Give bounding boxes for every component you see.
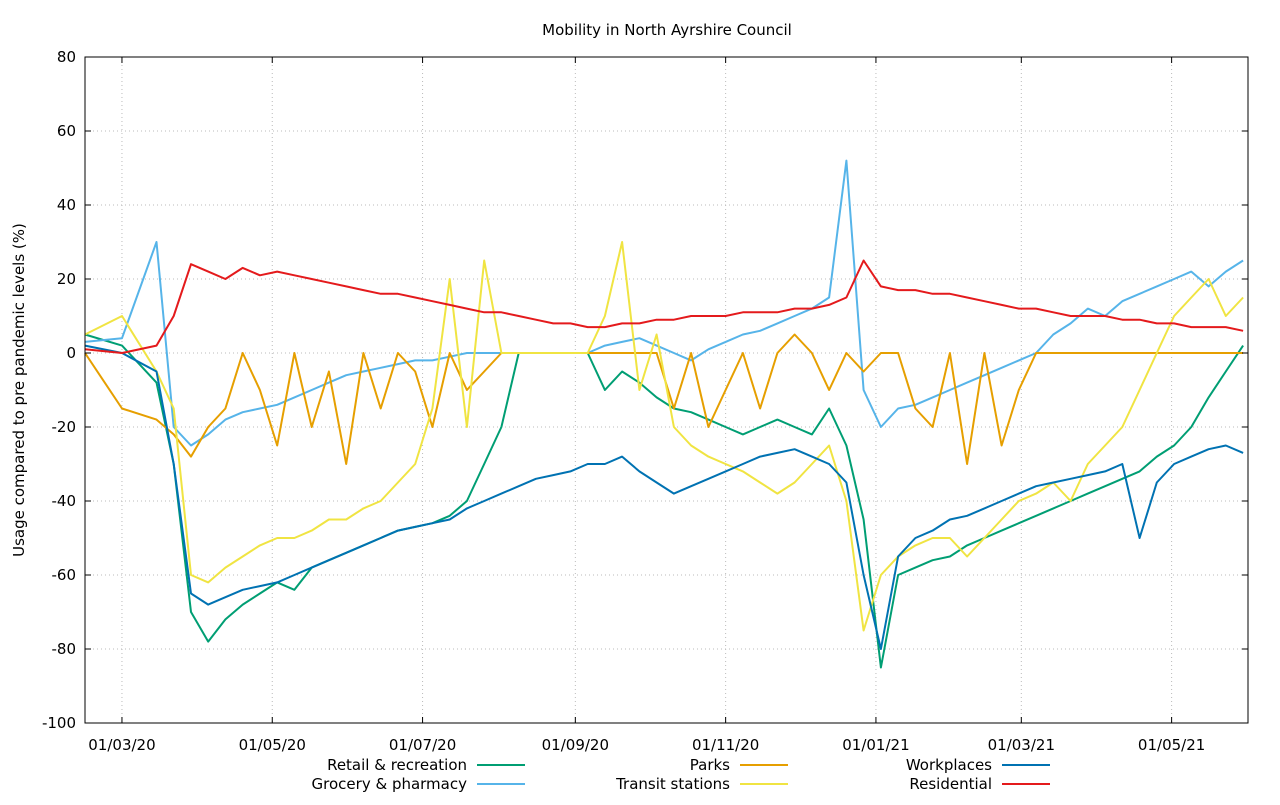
series-line-retail-recreation xyxy=(84,333,1244,669)
y-tick-label: 20 xyxy=(57,270,76,288)
y-tick-label: -100 xyxy=(42,714,76,732)
y-tick-label: 60 xyxy=(57,122,76,140)
legend-label: Retail & recreation xyxy=(327,756,467,774)
series-line-residential xyxy=(84,259,1244,354)
x-tick-label: 01/03/21 xyxy=(988,736,1055,754)
x-tick-label: 01/07/20 xyxy=(389,736,456,754)
y-axis-label: Usage compared to pre pandemic levels (%… xyxy=(10,223,28,557)
x-tick-label: 01/09/20 xyxy=(542,736,609,754)
series-line-transit-stations xyxy=(84,241,1244,632)
x-tick-label: 01/03/20 xyxy=(88,736,155,754)
x-tick-label: 01/05/20 xyxy=(239,736,306,754)
y-tick-label: 0 xyxy=(66,344,76,362)
legend-label: Transit stations xyxy=(615,775,730,793)
y-tick-label: -40 xyxy=(52,492,77,510)
legend-label: Residential xyxy=(909,775,992,793)
series-line-grocery-pharmacy xyxy=(84,159,1244,447)
series-line-workplaces xyxy=(84,344,1244,650)
chart-title: Mobility in North Ayrshire Council xyxy=(542,21,792,39)
series-lines xyxy=(84,159,1244,669)
y-tick-label: -20 xyxy=(52,418,77,436)
y-tick-label: -80 xyxy=(52,640,77,658)
legend-label: Workplaces xyxy=(906,756,992,774)
x-tick-label: 01/05/21 xyxy=(1138,736,1205,754)
x-tick-label: 01/01/21 xyxy=(842,736,909,754)
y-tick-label: 40 xyxy=(57,196,76,214)
x-tick-label: 01/11/20 xyxy=(692,736,759,754)
legend-label: Parks xyxy=(690,756,730,774)
y-tick-label: -60 xyxy=(52,566,77,584)
series-line-parks xyxy=(84,333,1244,465)
legend-label: Grocery & pharmacy xyxy=(312,775,468,793)
y-tick-label: 80 xyxy=(57,48,76,66)
plot-frame xyxy=(84,56,1249,724)
axis-ticks: 80 60 40 20 0 -20 -40 -60 -80 -100 01/03/20 01/05/2… xyxy=(42,48,1248,754)
